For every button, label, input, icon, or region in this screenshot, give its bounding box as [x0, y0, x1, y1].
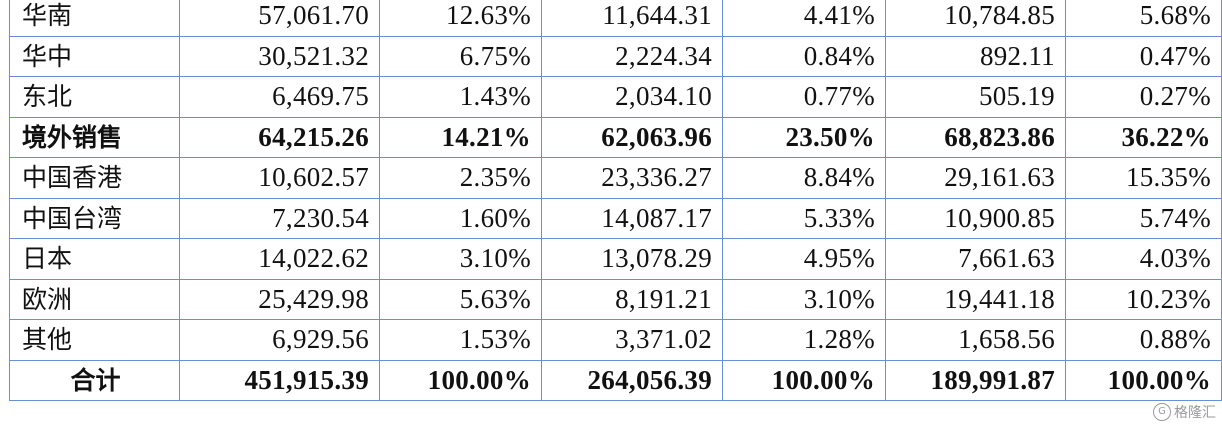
amount-cell: 23,336.27 [541, 157, 723, 199]
share-cell: 10.23% [1065, 278, 1222, 320]
amount-cell: 892.11 [885, 35, 1066, 77]
table-row-south-china: 华南 57,061.70 12.63% 11,644.31 4.41% 10,7… [9, 0, 1222, 37]
share-cell: 0.77% [722, 76, 886, 118]
share-cell: 14.21% [379, 116, 542, 158]
region-cell: 东北 [9, 76, 180, 118]
amount-cell: 14,087.17 [541, 197, 723, 239]
table-row-hong-kong: 中国香港 10,602.57 2.35% 23,336.27 8.84% 29,… [9, 157, 1222, 199]
amount-cell: 30,521.32 [179, 35, 380, 77]
share-cell: 0.88% [1065, 319, 1222, 361]
region-cell: 日本 [9, 238, 180, 280]
share-cell: 6.75% [379, 35, 542, 77]
share-cell: 15.35% [1065, 157, 1222, 199]
amount-cell: 13,078.29 [541, 238, 723, 280]
amount-cell: 8,191.21 [541, 278, 723, 320]
region-cell: 合计 [9, 359, 180, 401]
table-row-overseas-sales: 境外销售 64,215.26 14.21% 62,063.96 23.50% 6… [9, 116, 1222, 158]
amount-cell: 505.19 [885, 76, 1066, 118]
share-cell: 100.00% [722, 359, 886, 401]
amount-cell: 68,823.86 [885, 116, 1066, 158]
share-cell: 1.53% [379, 319, 542, 361]
share-cell: 1.28% [722, 319, 886, 361]
share-cell: 5.33% [722, 197, 886, 239]
table-row-other: 其他 6,929.56 1.53% 3,371.02 1.28% 1,658.5… [9, 319, 1222, 361]
amount-cell: 64,215.26 [179, 116, 380, 158]
amount-cell: 2,224.34 [541, 35, 723, 77]
amount-cell: 6,469.75 [179, 76, 380, 118]
gelonghui-logo-icon: G [1153, 403, 1171, 421]
amount-cell: 6,929.56 [179, 319, 380, 361]
amount-cell: 10,784.85 [885, 0, 1066, 37]
share-cell: 23.50% [722, 116, 886, 158]
share-cell: 1.43% [379, 76, 542, 118]
share-cell: 4.03% [1065, 238, 1222, 280]
amount-cell: 57,061.70 [179, 0, 380, 37]
table-row-central-china: 华中 30,521.32 6.75% 2,224.34 0.84% 892.11… [9, 35, 1222, 77]
amount-cell: 14,022.62 [179, 238, 380, 280]
region-cell: 华南 [9, 0, 180, 37]
share-cell: 0.47% [1065, 35, 1222, 77]
share-cell: 3.10% [722, 278, 886, 320]
amount-cell: 11,644.31 [541, 0, 723, 37]
share-cell: 8.84% [722, 157, 886, 199]
region-cell: 欧洲 [9, 278, 180, 320]
amount-cell: 25,429.98 [179, 278, 380, 320]
share-cell: 100.00% [379, 359, 542, 401]
region-cell: 其他 [9, 319, 180, 361]
regional-sales-table: 华南 57,061.70 12.63% 11,644.31 4.41% 10,7… [9, 0, 1222, 401]
share-cell: 5.63% [379, 278, 542, 320]
share-cell: 0.27% [1065, 76, 1222, 118]
table-row-total: 合计 451,915.39 100.00% 264,056.39 100.00%… [9, 359, 1222, 401]
watermark: G 格隆汇 [1153, 402, 1216, 422]
table-row-japan: 日本 14,022.62 3.10% 13,078.29 4.95% 7,661… [9, 238, 1222, 280]
share-cell: 4.41% [722, 0, 886, 37]
region-cell: 境外销售 [9, 116, 180, 158]
share-cell: 4.95% [722, 238, 886, 280]
share-cell: 5.74% [1065, 197, 1222, 239]
table-row-northeast: 东北 6,469.75 1.43% 2,034.10 0.77% 505.19 … [9, 76, 1222, 118]
amount-cell: 10,900.85 [885, 197, 1066, 239]
amount-cell: 19,441.18 [885, 278, 1066, 320]
share-cell: 1.60% [379, 197, 542, 239]
amount-cell: 3,371.02 [541, 319, 723, 361]
region-cell: 华中 [9, 35, 180, 77]
share-cell: 36.22% [1065, 116, 1222, 158]
table-row-taiwan: 中国台湾 7,230.54 1.60% 14,087.17 5.33% 10,9… [9, 197, 1222, 239]
share-cell: 0.84% [722, 35, 886, 77]
amount-cell: 7,661.63 [885, 238, 1066, 280]
amount-cell: 7,230.54 [179, 197, 380, 239]
amount-cell: 189,991.87 [885, 359, 1066, 401]
table-row-europe: 欧洲 25,429.98 5.63% 8,191.21 3.10% 19,441… [9, 278, 1222, 320]
region-cell: 中国台湾 [9, 197, 180, 239]
share-cell: 5.68% [1065, 0, 1222, 37]
amount-cell: 451,915.39 [179, 359, 380, 401]
amount-cell: 264,056.39 [541, 359, 723, 401]
share-cell: 12.63% [379, 0, 542, 37]
share-cell: 2.35% [379, 157, 542, 199]
region-cell: 中国香港 [9, 157, 180, 199]
amount-cell: 2,034.10 [541, 76, 723, 118]
amount-cell: 29,161.63 [885, 157, 1066, 199]
amount-cell: 10,602.57 [179, 157, 380, 199]
share-cell: 3.10% [379, 238, 542, 280]
amount-cell: 62,063.96 [541, 116, 723, 158]
share-cell: 100.00% [1065, 359, 1222, 401]
amount-cell: 1,658.56 [885, 319, 1066, 361]
watermark-text: 格隆汇 [1174, 405, 1216, 421]
